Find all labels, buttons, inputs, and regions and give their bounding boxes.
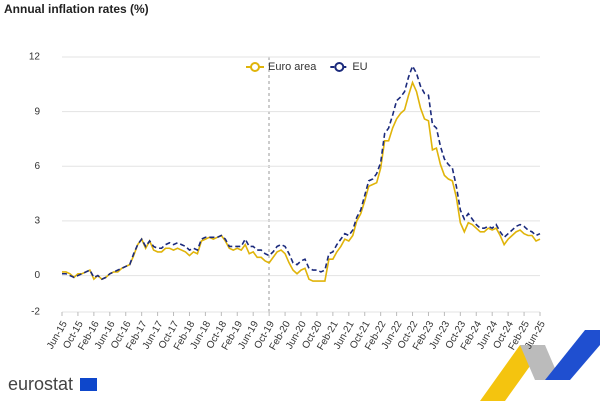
decoration bbox=[545, 330, 600, 380]
series-line bbox=[62, 80, 541, 282]
y-tick-label: 9 bbox=[34, 106, 40, 117]
y-tick-label: 0 bbox=[34, 270, 40, 281]
chart-title: Annual inflation rates (%) bbox=[4, 2, 149, 16]
logo-text: eurostat bbox=[8, 374, 73, 394]
legend-symbol bbox=[334, 62, 345, 72]
decoration bbox=[520, 345, 560, 380]
y-tick-label: 3 bbox=[34, 216, 40, 227]
y-tick-label: 6 bbox=[34, 161, 40, 172]
series-line bbox=[62, 64, 541, 281]
eu-flag bbox=[80, 378, 97, 391]
y-tick-label: -2 bbox=[31, 307, 40, 318]
legend-label: Euro area bbox=[268, 61, 317, 73]
legend-label: EU bbox=[352, 61, 367, 73]
y-tick-label: 12 bbox=[29, 52, 41, 63]
legend-symbol bbox=[250, 62, 260, 72]
